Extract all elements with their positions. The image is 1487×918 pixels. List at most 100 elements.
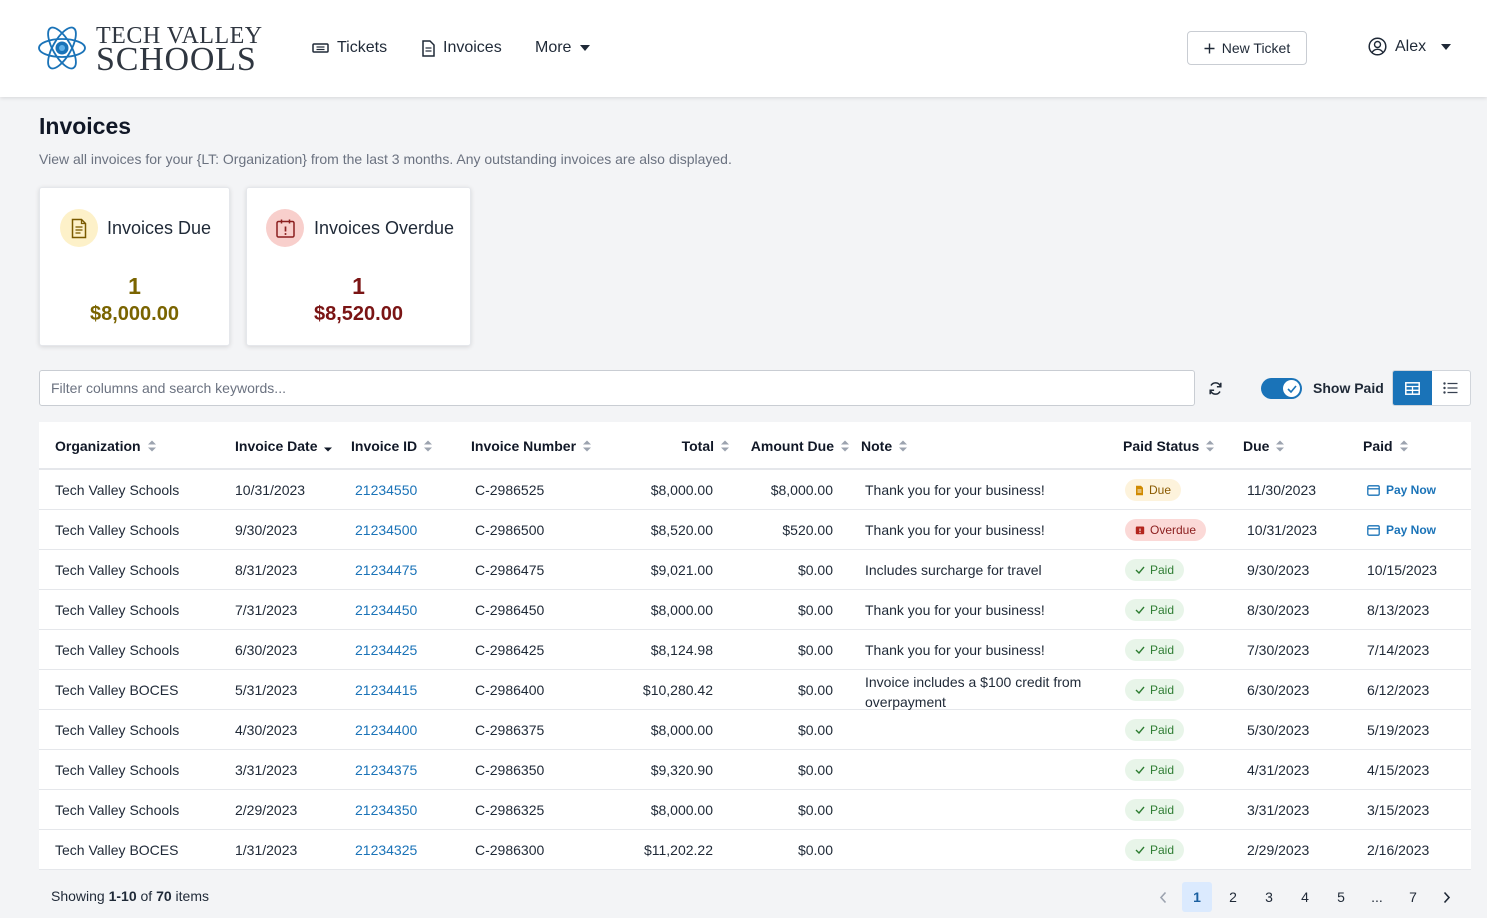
page-button[interactable]: 5 <box>1337 889 1345 905</box>
pay-now-button[interactable]: Pay Now <box>1367 483 1436 497</box>
cell-invoice-date: 6/30/2023 <box>235 642 298 658</box>
cell-organization: Tech Valley Schools <box>55 642 180 658</box>
table-row[interactable]: Tech Valley BOCES 5/31/2023 21234415 C-2986… <box>39 670 1471 710</box>
status-badge-label: Paid <box>1150 723 1175 737</box>
table-row[interactable]: Tech Valley Schools 8/31/2023 21234475 C-29… <box>39 550 1471 590</box>
table-row[interactable]: Tech Valley Schools 4/30/2023 21234400 C-29… <box>39 710 1471 750</box>
show-paid-toggle[interactable] <box>1261 378 1302 399</box>
cell-invoice-number: C-2986375 <box>475 722 545 738</box>
cell-invoice-id[interactable]: 21234425 <box>355 642 418 658</box>
column-header-paid-status[interactable]: Paid Status <box>1123 438 1215 454</box>
page-button[interactable]: 7 <box>1409 889 1417 905</box>
show-paid-label: Show Paid <box>1313 380 1384 396</box>
status-badge-label: Paid <box>1150 683 1175 697</box>
sort-icon <box>721 440 729 452</box>
column-header-invoice-number[interactable]: Invoice Number <box>471 438 592 454</box>
column-header-total[interactable]: Total <box>682 438 730 454</box>
card-title-overdue: Invoices Overdue <box>314 218 455 238</box>
column-header-paid[interactable]: Paid <box>1363 438 1409 454</box>
table-row[interactable]: Tech Valley Schools 3/31/2023 21234375 C-29… <box>39 750 1471 790</box>
invoices-due-card[interactable]: Invoices Due 1 $8,000.00 <box>39 187 230 346</box>
next-page-button[interactable] <box>1432 882 1462 912</box>
column-header-organization[interactable]: Organization <box>55 438 157 454</box>
cell-invoice-id[interactable]: 21234450 <box>355 602 418 618</box>
document-icon <box>422 39 435 57</box>
cell-invoice-id[interactable]: 21234500 <box>355 522 418 538</box>
column-header-amount-due[interactable]: Amount Due <box>751 438 850 454</box>
check-icon <box>1286 384 1297 393</box>
page-button[interactable]: 2 <box>1229 889 1237 905</box>
nav-item-invoices[interactable]: Invoices <box>421 37 502 59</box>
table-row[interactable]: Tech Valley Schools 6/30/2023 21234425 C-29… <box>39 630 1471 670</box>
column-header-label: Amount Due <box>750 438 834 454</box>
credit-card-icon <box>1367 484 1380 496</box>
check-icon <box>1135 566 1145 574</box>
check-icon <box>1135 686 1145 694</box>
column-header-label: Total <box>681 438 714 454</box>
cell-invoice-number: C-2986425 <box>475 642 545 658</box>
table-row[interactable]: Tech Valley Schools 9/30/2023 21234500 C-29… <box>39 510 1471 550</box>
check-icon <box>1135 726 1145 734</box>
cell-invoice-id[interactable]: 21234400 <box>355 722 418 738</box>
cell-invoice-id[interactable]: 21234415 <box>355 682 418 698</box>
column-header-invoice-id[interactable]: Invoice ID <box>351 438 433 454</box>
cell-invoice-date: 9/30/2023 <box>235 522 298 538</box>
cell-invoice-id[interactable]: 21234375 <box>355 762 418 778</box>
cell-organization: Tech Valley Schools <box>55 802 180 818</box>
logo-text-line2: SCHOOLS <box>96 41 257 78</box>
column-header-label: Organization <box>55 438 141 454</box>
cell-invoice-id[interactable]: 21234475 <box>355 562 418 578</box>
card-amount-overdue: $8,520.00 <box>314 303 403 325</box>
table-row[interactable]: Tech Valley Schools 7/31/2023 21234450 C-29… <box>39 590 1471 630</box>
cell-note: Thank you for your business! <box>865 482 1045 498</box>
cell-invoice-id[interactable]: 21234325 <box>355 842 418 858</box>
page-button[interactable]: 1 <box>1182 882 1212 912</box>
check-icon <box>1135 606 1145 614</box>
page-button[interactable]: 3 <box>1265 889 1273 905</box>
column-header-due[interactable]: Due <box>1243 438 1285 454</box>
table-row[interactable]: Tech Valley Schools 10/31/2023 21234550 C-2… <box>39 470 1471 510</box>
cell-organization: Tech Valley Schools <box>55 522 180 538</box>
table-row[interactable]: Tech Valley Schools 2/29/2023 21234350 C-29… <box>39 790 1471 830</box>
cell-due: 10/31/2023 <box>1247 522 1318 538</box>
table-view-button[interactable] <box>1393 371 1432 405</box>
refresh-button[interactable] <box>1205 378 1225 398</box>
list-view-button[interactable] <box>1432 371 1471 405</box>
cell-total: $9,320.90 <box>650 762 713 778</box>
sort-icon <box>1206 440 1215 452</box>
pay-now-label: Pay Now <box>1386 483 1437 497</box>
column-header-invoice-date[interactable]: Invoice Date <box>235 438 333 454</box>
cell-total: $8,124.98 <box>650 642 713 658</box>
pay-now-button[interactable]: Pay Now <box>1367 523 1436 537</box>
page-button[interactable]: 4 <box>1301 889 1309 905</box>
table-row[interactable]: Tech Valley BOCES 1/31/2023 21234325 C-2986… <box>39 830 1471 870</box>
previous-page-button[interactable] <box>1148 882 1178 912</box>
user-menu[interactable]: Alex <box>1368 37 1452 56</box>
column-header-label: Invoice ID <box>351 438 418 454</box>
cell-invoice-id[interactable]: 21234550 <box>355 482 418 498</box>
sort-icon <box>424 440 433 452</box>
cell-invoice-number: C-2986350 <box>475 762 545 778</box>
cell-invoice-date: 10/31/2023 <box>235 482 306 498</box>
invoices-overdue-card[interactable]: Invoices Overdue 1 $8,520.00 <box>246 187 471 346</box>
nav-label-more: More <box>535 39 572 56</box>
column-header-note[interactable]: Note <box>861 438 908 454</box>
cell-amount-due: $0.00 <box>797 562 833 578</box>
cell-due: 5/30/2023 <box>1247 722 1310 738</box>
chevron-down-icon <box>1441 43 1452 50</box>
top-navigation-bar: TECH VALLEY SCHOOLS Tickets Invoices Mor… <box>0 0 1487 97</box>
nav-item-more[interactable]: More <box>535 37 591 59</box>
cell-due: 2/29/2023 <box>1247 842 1310 858</box>
search-input[interactable] <box>39 370 1195 406</box>
status-badge-label: Paid <box>1150 803 1175 817</box>
nav-item-tickets[interactable]: Tickets <box>312 37 387 59</box>
tech-valley-schools-logo[interactable]: TECH VALLEY SCHOOLS <box>38 22 262 78</box>
cell-amount-due: $0.00 <box>797 722 833 738</box>
cell-invoice-date: 5/31/2023 <box>235 682 298 698</box>
status-badge-label: Paid <box>1150 763 1175 777</box>
status-badge-label: Overdue <box>1150 523 1197 537</box>
new-ticket-button[interactable]: New Ticket <box>1187 31 1307 65</box>
cell-paid: 10/15/2023 <box>1367 562 1438 578</box>
cell-invoice-id[interactable]: 21234350 <box>355 802 418 818</box>
new-ticket-label: New Ticket <box>1221 40 1291 56</box>
